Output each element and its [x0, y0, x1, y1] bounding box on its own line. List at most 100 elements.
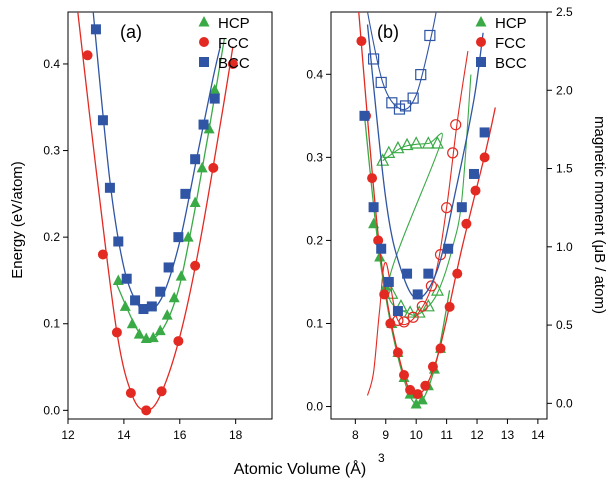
moment-point-bcc [367, 53, 380, 65]
energy-point-bcc [121, 273, 132, 284]
energy-point-hcp [410, 398, 422, 409]
y-tick-label: 0.1 [306, 316, 323, 330]
energy-point-bcc [130, 295, 141, 306]
energy-point-bcc [443, 243, 454, 254]
energy-point-fcc [156, 386, 167, 397]
moment-point-bcc [424, 29, 436, 42]
energy-point-hcp [182, 231, 194, 242]
energy-point-fcc [461, 218, 472, 229]
moment-point-hcp [376, 153, 390, 166]
energy-point-fcc [427, 361, 438, 372]
energy-point-fcc [412, 389, 423, 400]
energy-point-bcc [180, 188, 191, 199]
energy-point-fcc [356, 36, 367, 47]
moment-fit-hcp [382, 74, 472, 316]
energy-point-fcc [420, 380, 431, 391]
energy-point-bcc [368, 202, 379, 213]
legend-marker-hcp [475, 16, 487, 27]
energy-point-bcc [198, 119, 209, 130]
energy-point-bcc [90, 24, 101, 35]
energy-point-fcc [405, 384, 416, 395]
x-tick-label: 10 [410, 428, 424, 442]
energy-point-bcc [173, 232, 184, 243]
panel-b: 8 9 10 11 12 13 14 0.0 0.1 0.2 0.3 0.4 0.0 0.5 1.0 1.5 2… [306, 5, 573, 442]
plot-frame [67, 11, 273, 420]
energy-fit-bcc [366, 24, 484, 300]
x-tick-label: 14 [117, 428, 131, 442]
energy-point-fcc [444, 301, 455, 312]
energy-point-bcc [163, 262, 174, 273]
x-tick-label: 11 [440, 428, 453, 442]
legend-marker-fcc [199, 37, 209, 47]
plot-area [356, 12, 496, 409]
energy-point-bcc [402, 268, 413, 279]
energy-point-fcc [190, 260, 201, 271]
legend-label-hcp: HCP [495, 15, 527, 32]
energy-point-bcc [104, 182, 115, 193]
energy-point-fcc [373, 235, 384, 246]
energy-point-bcc [155, 286, 166, 297]
plot-area [77, 12, 238, 416]
y2-tick-label: 2.5 [556, 5, 573, 19]
x-axis-label: Atomic Volume (Å) [234, 459, 366, 478]
energy-point-fcc [208, 162, 219, 173]
y-tick-label: 0.0 [306, 400, 323, 414]
energy-fit-fcc [77, 12, 234, 411]
energy-point-fcc [111, 327, 122, 338]
moment-point-bcc [407, 92, 419, 104]
energy-point-bcc [456, 202, 467, 213]
moment-fit-bcc [366, 12, 437, 111]
x-tick-label: 16 [173, 428, 187, 442]
energy-point-bcc [209, 93, 220, 104]
energy-point-fcc [125, 388, 136, 399]
energy-point-bcc [468, 168, 479, 179]
legend-label-fcc: FCC [495, 35, 526, 52]
plot-frame [330, 11, 548, 420]
y2-tick-label: 0.0 [556, 396, 573, 410]
energy-point-fcc [227, 58, 238, 69]
legend-label-bcc: BCC [218, 55, 250, 72]
energy-point-bcc [138, 304, 149, 315]
energy-point-hcp [168, 291, 180, 303]
energy-point-hcp [203, 122, 215, 134]
y-tick-label: 0.0 [43, 403, 60, 417]
y-axis-label-left: Energy (eV/atom) [9, 161, 26, 279]
energy-point-fcc [385, 318, 396, 329]
energy-point-hcp [209, 83, 221, 95]
energy-point-hcp [374, 251, 386, 262]
y-axis-label-right: magnetic moment (μB / atom) [591, 116, 608, 314]
energy-point-fcc [392, 347, 403, 358]
energy-point-bcc [190, 154, 201, 165]
energy-point-hcp [416, 393, 428, 405]
energy-point-fcc [470, 185, 481, 196]
energy-point-hcp [161, 309, 173, 320]
y-tick-label: 0.2 [43, 230, 60, 244]
energy-point-bcc [383, 276, 394, 287]
y-tick-label: 0.4 [43, 57, 60, 71]
x-tick-label: 12 [470, 428, 484, 442]
energy-point-bcc [359, 110, 370, 121]
energy-fit-bcc [92, 12, 221, 313]
x-axis-label-superscript: 3 [378, 451, 385, 465]
x-tick-label: 18 [229, 428, 243, 442]
moment-point-fcc [407, 311, 419, 323]
energy-point-hcp [112, 274, 124, 285]
moment-point-bcc [375, 76, 387, 89]
panel-label: (b) [377, 22, 399, 42]
legend-marker-bcc [476, 57, 486, 67]
y-tick-label: 0.3 [306, 150, 323, 164]
legend-label-hcp: HCP [218, 15, 250, 32]
energy-point-fcc [97, 249, 108, 260]
energy-point-fcc [379, 289, 390, 300]
moment-point-fcc [398, 316, 410, 328]
energy-point-hcp [175, 270, 187, 281]
energy-point-fcc [479, 152, 490, 163]
energy-point-fcc [82, 50, 93, 61]
moment-point-hcp [421, 298, 435, 312]
y2-tick-label: 0.5 [556, 318, 573, 332]
x-tick-label: 14 [531, 428, 545, 442]
panel-a: 12 14 16 18 0.0 0.1 0.2 0.3 0.4 (a) HCP FCC BCC [43, 11, 273, 442]
energy-point-fcc [141, 405, 152, 416]
energy-point-hcp [133, 328, 145, 339]
moment-point-bcc [386, 97, 398, 109]
